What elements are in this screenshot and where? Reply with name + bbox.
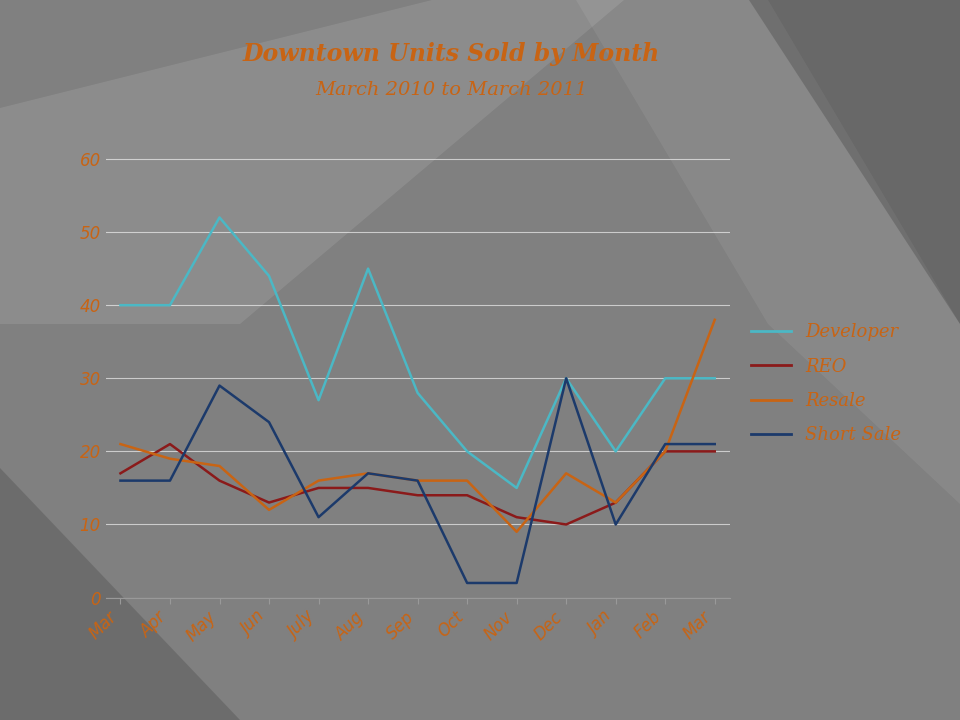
- Short Sale: [412, 477, 423, 485]
- REO: [362, 484, 373, 492]
- Resale: [313, 477, 324, 485]
- REO: [511, 513, 522, 521]
- Short Sale: [313, 513, 324, 521]
- Developer: [660, 374, 671, 382]
- REO: [610, 498, 621, 507]
- Resale: [214, 462, 226, 470]
- Resale: [709, 315, 721, 324]
- Developer: [511, 484, 522, 492]
- REO: [313, 484, 324, 492]
- REO: [561, 520, 572, 528]
- Developer: [263, 271, 275, 280]
- Short Sale: [610, 520, 621, 528]
- REO: [114, 469, 126, 477]
- Resale: [263, 505, 275, 514]
- Developer: [561, 374, 572, 382]
- Line: REO: REO: [120, 444, 715, 524]
- REO: [263, 498, 275, 507]
- REO: [660, 447, 671, 456]
- Resale: [114, 440, 126, 449]
- Short Sale: [462, 579, 473, 588]
- REO: [412, 491, 423, 500]
- Resale: [362, 469, 373, 477]
- Line: Developer: Developer: [120, 217, 715, 488]
- Short Sale: [114, 477, 126, 485]
- Short Sale: [263, 418, 275, 426]
- Short Sale: [214, 382, 226, 390]
- Short Sale: [660, 440, 671, 449]
- Line: Short Sale: Short Sale: [120, 378, 715, 583]
- REO: [214, 477, 226, 485]
- Short Sale: [362, 469, 373, 477]
- Developer: [462, 447, 473, 456]
- Short Sale: [511, 579, 522, 588]
- Resale: [164, 454, 176, 463]
- REO: [462, 491, 473, 500]
- Resale: [511, 528, 522, 536]
- Text: Downtown Units Sold by Month: Downtown Units Sold by Month: [243, 42, 660, 66]
- Developer: [709, 374, 721, 382]
- Developer: [214, 213, 226, 222]
- Resale: [660, 447, 671, 456]
- Text: March 2010 to March 2011: March 2010 to March 2011: [315, 81, 588, 99]
- Short Sale: [709, 440, 721, 449]
- Resale: [610, 498, 621, 507]
- Resale: [561, 469, 572, 477]
- Developer: [412, 389, 423, 397]
- Resale: [412, 477, 423, 485]
- Resale: [462, 477, 473, 485]
- Developer: [610, 447, 621, 456]
- Short Sale: [561, 374, 572, 382]
- Developer: [362, 264, 373, 273]
- Short Sale: [164, 477, 176, 485]
- REO: [709, 447, 721, 456]
- Legend: Developer, REO, Resale, Short Sale: Developer, REO, Resale, Short Sale: [751, 323, 901, 444]
- Developer: [164, 301, 176, 310]
- Line: Resale: Resale: [120, 320, 715, 532]
- Developer: [114, 301, 126, 310]
- REO: [164, 440, 176, 449]
- Developer: [313, 396, 324, 405]
